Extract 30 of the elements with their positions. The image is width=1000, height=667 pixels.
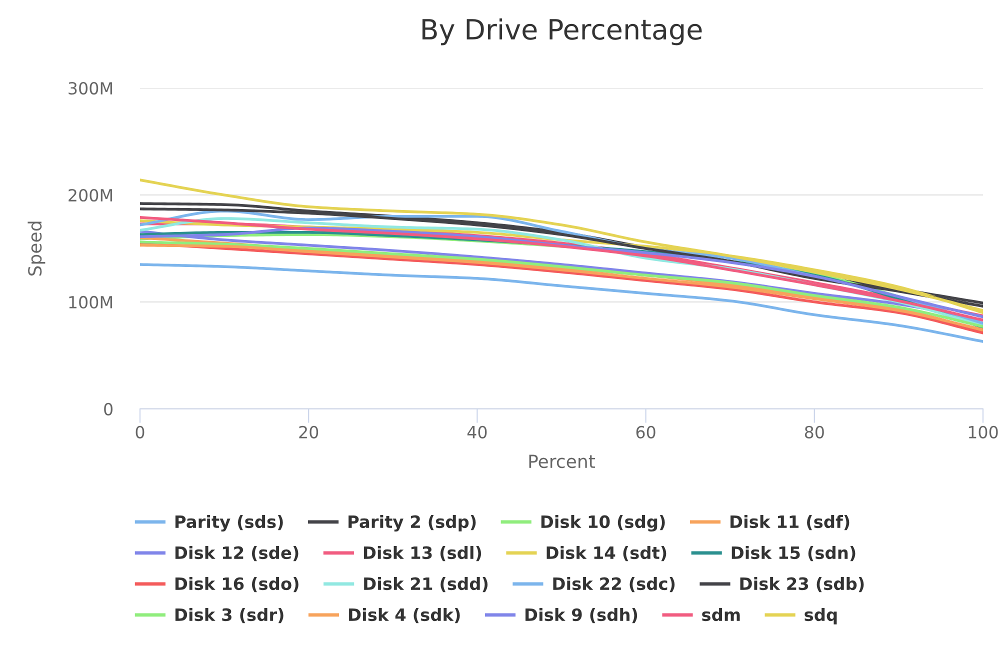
legend-label: Disk 16 (sdo)	[175, 577, 298, 592]
x-tick-label: 0	[136, 426, 144, 438]
legend-label: Disk 22 (sdc)	[553, 577, 675, 592]
legend-label: Disk 9 (sdh)	[526, 608, 638, 624]
x-tick-label: 100	[968, 426, 998, 438]
legend-label: Parity (sds)	[175, 515, 283, 532]
x-tick-label: 20	[299, 426, 318, 438]
legend-label: sdq	[804, 608, 837, 624]
x-tick-label: 40	[467, 426, 487, 438]
y-tick-label: 300M	[68, 82, 112, 95]
chart-title: By Drive Percentage	[422, 18, 702, 46]
legend-label: sdm	[702, 608, 740, 622]
legend-label: Disk 11 (sdf)	[730, 515, 850, 530]
legend-label: Disk 23 (sdb)	[740, 577, 864, 592]
y-tick-label: 0	[104, 402, 113, 416]
y-axis-title: Speed	[28, 222, 46, 276]
legend-label: Disk 3 (sdr)	[175, 608, 284, 624]
y-tick-label: 100M	[69, 296, 112, 308]
legend-label: Disk 14 (sdt)	[546, 546, 666, 562]
x-tick-label: 80	[804, 426, 824, 438]
y-tick-label: 200M	[68, 188, 112, 202]
legend-label: Disk 12 (sde)	[175, 546, 298, 562]
legend-label: Disk 10 (sdg)	[541, 515, 665, 532]
legend-label: Disk 4 (sdk)	[349, 608, 460, 624]
x-tick-label: 60	[636, 426, 656, 438]
legend-label: Parity 2 (sdp)	[348, 515, 476, 532]
x-axis-title: Percent	[529, 454, 596, 468]
legend-label: Disk 15 (sdn)	[732, 546, 856, 562]
legend-label: Disk 13 (sdl)	[364, 546, 482, 562]
legend-label: Disk 21 (sdd)	[364, 577, 488, 592]
